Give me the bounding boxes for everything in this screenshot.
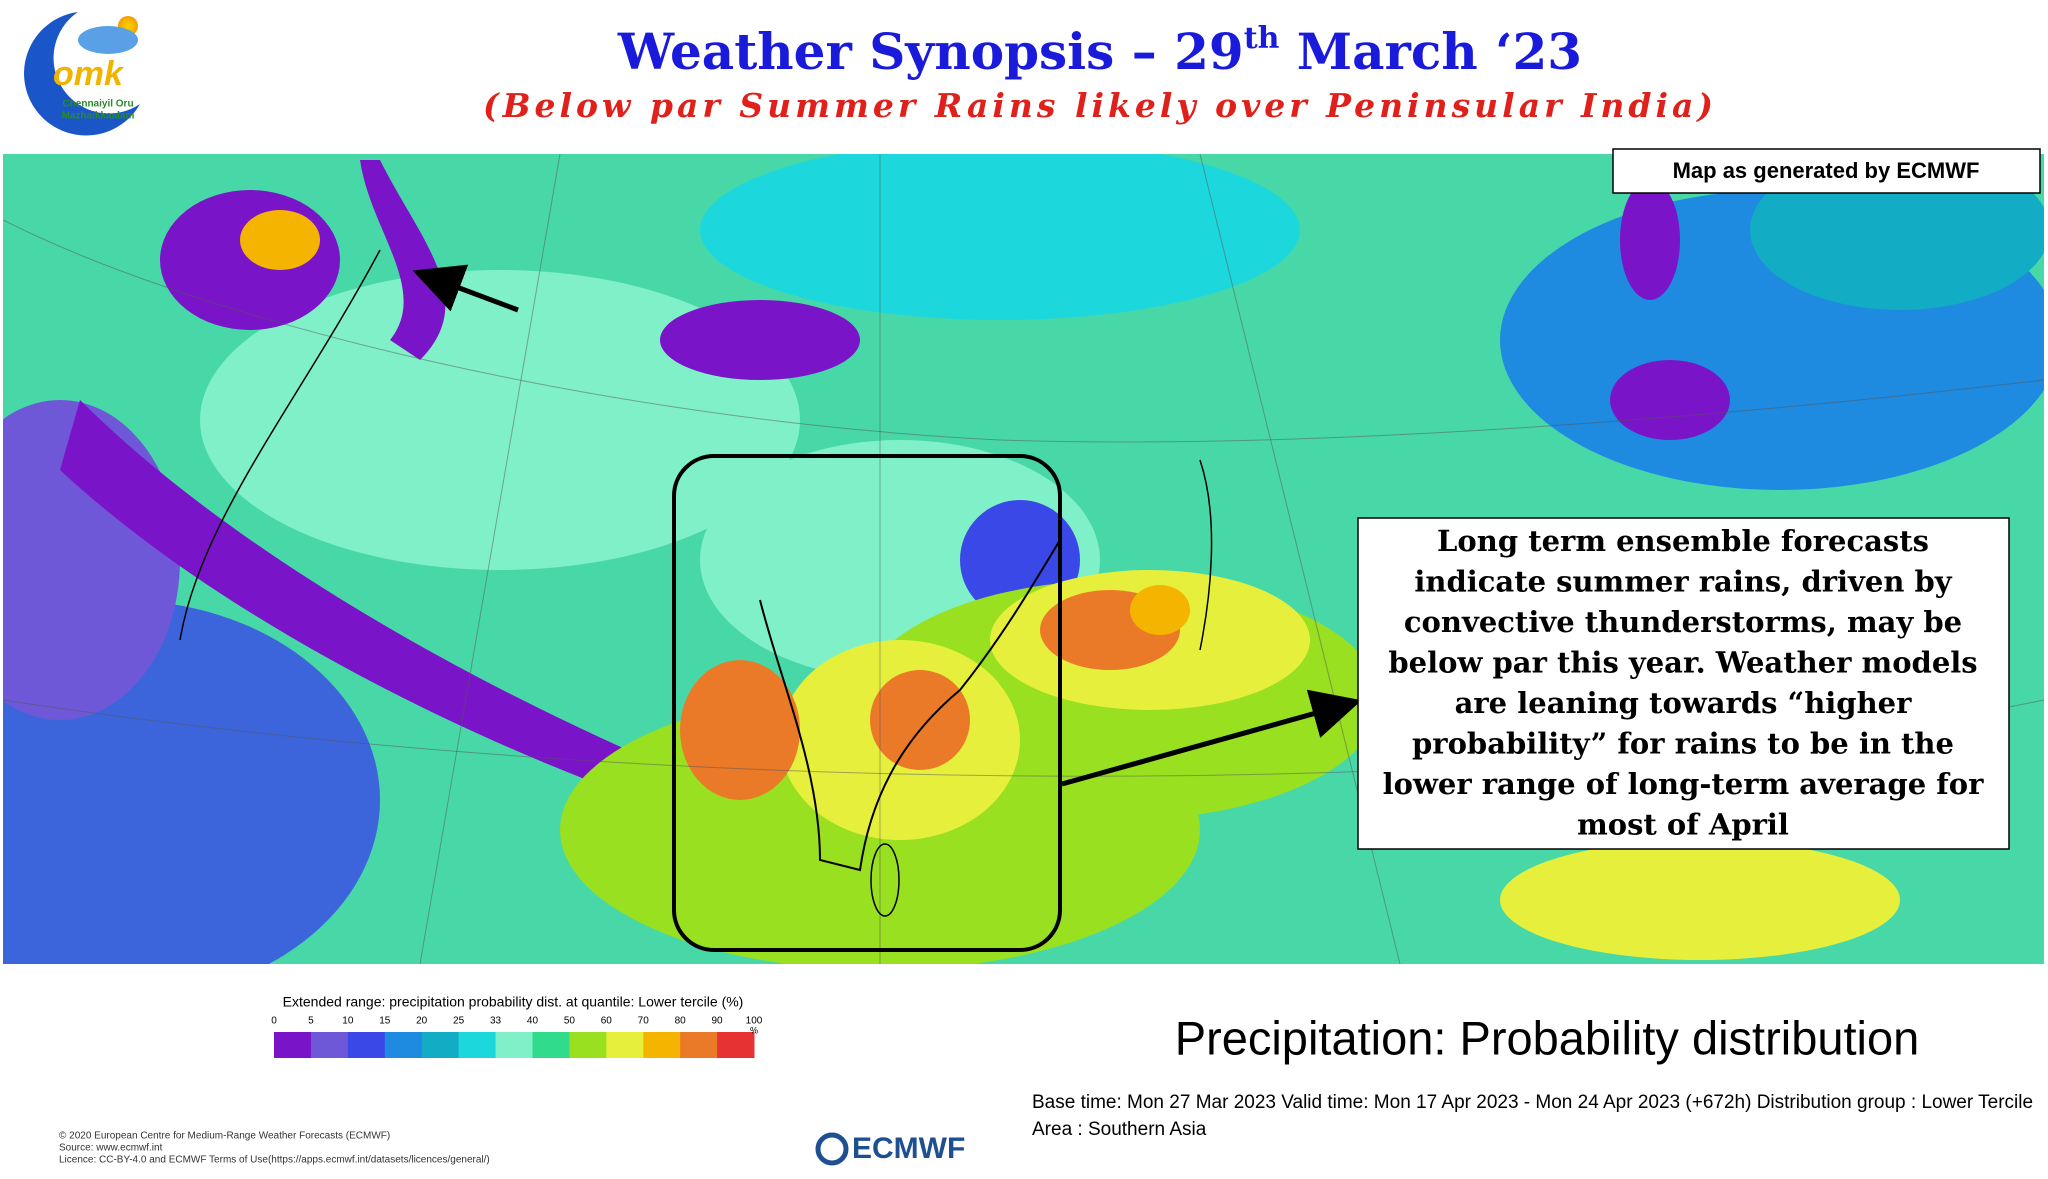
legend-tick-label: 0 bbox=[271, 1016, 277, 1027]
copyright: Licence: CC-BY-4.0 and ECMWF Terms of Us… bbox=[59, 1155, 490, 1166]
legend-swatch bbox=[458, 1032, 497, 1058]
legend-title: Extended range: precipitation probabilit… bbox=[283, 994, 744, 1010]
map-note-box bbox=[1612, 148, 2041, 194]
callout: Long term ensemble forecasts indicate sum… bbox=[1383, 524, 1985, 842]
callout-line: most of April bbox=[1577, 808, 1789, 842]
brand: ECMWF bbox=[852, 1132, 965, 1165]
base-time: Base time: Mon 27 Mar 2023 Valid time: M… bbox=[1032, 1092, 2033, 1113]
copyright: © 2020 European Centre for Medium-Range … bbox=[59, 1131, 390, 1142]
legend-swatch bbox=[274, 1032, 312, 1058]
title-part: th bbox=[1244, 21, 1280, 56]
callout-line: probability” for rains to be in the bbox=[1412, 727, 1954, 761]
brand-logo: ECMWF bbox=[815, 1132, 965, 1166]
legend-swatch bbox=[421, 1032, 460, 1058]
legend-tick-label: 25 bbox=[453, 1016, 465, 1027]
legend-tick-label: 5 bbox=[308, 1016, 314, 1027]
legend-swatch bbox=[532, 1032, 570, 1058]
legend-swatch bbox=[643, 1032, 681, 1058]
legend-tick-label: 20 bbox=[416, 1016, 428, 1027]
legend-tick-label: 33 bbox=[490, 1016, 502, 1027]
logo-mark: omk bbox=[53, 55, 125, 93]
callout-line: lower range of long-term average for bbox=[1383, 767, 1985, 801]
arrow bbox=[1061, 689, 1362, 787]
title-part: March ‘23 bbox=[1279, 22, 1582, 81]
legend-tick-label: 80 bbox=[675, 1016, 687, 1027]
logo-text: Chennaiyil Oru bbox=[62, 99, 133, 110]
copyright: Source: www.ecmwf.int bbox=[59, 1143, 163, 1154]
legend-swatch bbox=[680, 1032, 718, 1058]
callout-line: convective thunderstorms, may be bbox=[1404, 605, 1962, 639]
title-part: Weather Synopsis – 29 bbox=[617, 22, 1244, 81]
title: Weather Synopsis – 29th March ‘23 bbox=[617, 21, 1582, 81]
callout-box bbox=[1357, 517, 2010, 850]
legend-tick-label: 15 bbox=[379, 1016, 391, 1027]
logo: omk Chennaiyil Oru Mazhaikkaalam bbox=[24, 12, 140, 136]
subtitle: (Below par Summer Rains likely over Peni… bbox=[483, 86, 1717, 125]
callout-line: indicate summer rains, driven by bbox=[1414, 565, 1952, 599]
legend-tick-label: 50 bbox=[564, 1016, 576, 1027]
legend-swatch bbox=[347, 1032, 386, 1058]
legend-swatch bbox=[384, 1032, 423, 1058]
legend-tick-label: 60 bbox=[601, 1016, 613, 1027]
legend-tick-label: 10 bbox=[342, 1016, 354, 1027]
highlight-region bbox=[672, 454, 1062, 952]
callout-line: Long term ensemble forecasts bbox=[1437, 524, 1929, 558]
logo-text: Mazhaikkaalam bbox=[62, 111, 135, 122]
legend-swatch bbox=[495, 1032, 533, 1058]
legend-tick-label: 70 bbox=[638, 1016, 650, 1027]
legend-swatch bbox=[717, 1032, 755, 1058]
legend: 0 5 10 15 20 25 33 40 50 60 70 80 90 100% bbox=[271, 1016, 763, 1058]
area: Area : Southern Asia bbox=[1032, 1119, 1207, 1140]
map-note: Map as generated by ECMWF bbox=[1673, 158, 1980, 183]
callout-line: are leaning towards “higher bbox=[1455, 686, 1912, 720]
legend-tick-label: 40 bbox=[527, 1016, 539, 1027]
callout-line: below par this year. Weather models bbox=[1388, 646, 1977, 680]
legend-unit: % bbox=[750, 1025, 758, 1035]
arrow bbox=[412, 264, 519, 313]
legend-swatch bbox=[606, 1032, 644, 1058]
legend-tick-label: 90 bbox=[712, 1016, 724, 1027]
footer-heading: Precipitation: Probability distribution bbox=[1175, 1011, 1920, 1064]
legend-swatch bbox=[310, 1032, 349, 1058]
legend-tick-label: 100 bbox=[746, 1016, 763, 1027]
legend-swatch bbox=[569, 1032, 607, 1058]
